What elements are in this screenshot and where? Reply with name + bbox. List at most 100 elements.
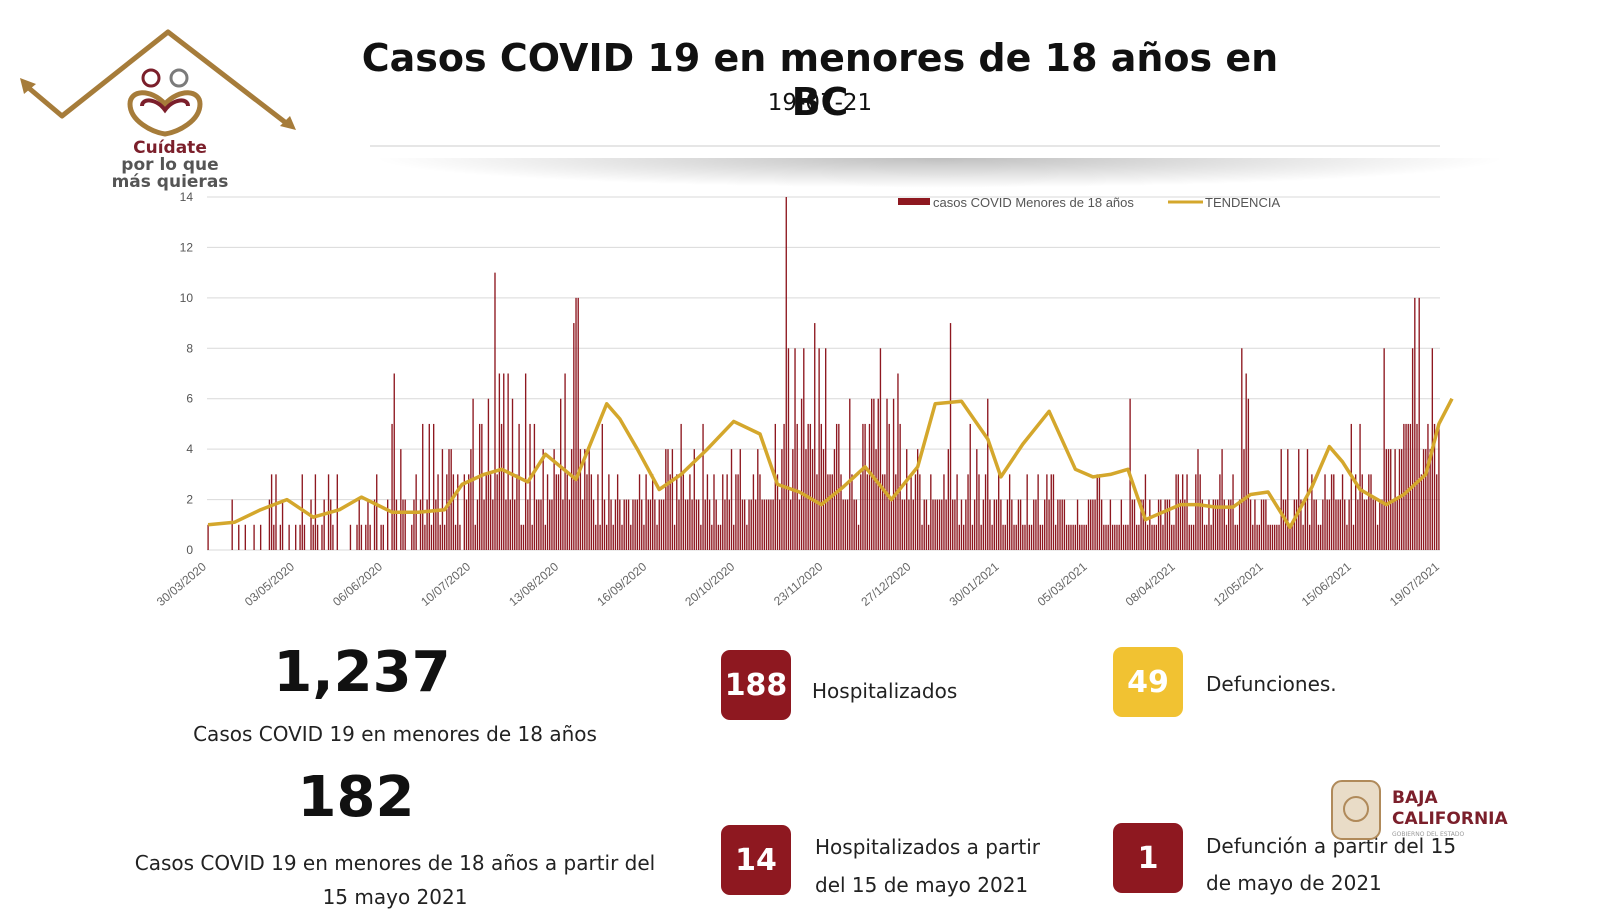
logo-figure-head-right-icon bbox=[169, 68, 189, 88]
bar bbox=[1357, 499, 1359, 550]
since-may-cases-number: 182 bbox=[297, 765, 415, 830]
bar bbox=[1171, 524, 1173, 550]
bar bbox=[750, 499, 752, 550]
bar bbox=[1072, 524, 1074, 550]
bar bbox=[573, 323, 575, 550]
bar bbox=[1313, 499, 1315, 550]
bar bbox=[792, 449, 794, 550]
bar bbox=[275, 474, 277, 550]
since-may-cases-label-line2: 15 mayo 2021 bbox=[322, 885, 468, 909]
bar bbox=[540, 499, 542, 550]
bar bbox=[1339, 499, 1342, 550]
bar bbox=[785, 197, 787, 550]
bar bbox=[1048, 499, 1050, 550]
bar bbox=[695, 499, 698, 550]
bar bbox=[1065, 524, 1068, 550]
y-tick-label: 6 bbox=[186, 392, 193, 406]
bar bbox=[1212, 499, 1215, 550]
bar bbox=[923, 499, 925, 550]
bar bbox=[772, 499, 774, 550]
bar bbox=[207, 524, 209, 550]
legend-bar-label: casos COVID Menores de 18 años bbox=[933, 195, 1134, 210]
bar bbox=[1138, 524, 1140, 550]
bar bbox=[485, 474, 487, 550]
bar bbox=[1414, 297, 1416, 550]
bar bbox=[1100, 499, 1103, 550]
bar bbox=[529, 423, 531, 550]
bar bbox=[1061, 499, 1063, 550]
bar bbox=[706, 474, 709, 550]
bar bbox=[735, 474, 737, 550]
total-cases-label: Casos COVID 19 en menores de 18 años bbox=[193, 722, 597, 746]
logo-arrow-right-icon bbox=[280, 116, 296, 130]
bar bbox=[295, 524, 297, 550]
bar bbox=[1109, 499, 1112, 550]
bar bbox=[1260, 499, 1263, 550]
bar bbox=[588, 449, 590, 550]
bar bbox=[555, 474, 557, 550]
bar bbox=[584, 449, 586, 550]
bar bbox=[1120, 499, 1123, 550]
bar bbox=[1418, 297, 1420, 550]
bar bbox=[312, 524, 314, 550]
bar bbox=[627, 499, 630, 550]
bar bbox=[1087, 499, 1090, 550]
bar bbox=[1245, 373, 1247, 550]
bar bbox=[1151, 524, 1153, 550]
deaths-label: Defunciones. bbox=[1206, 672, 1337, 696]
bar bbox=[391, 423, 393, 550]
bar bbox=[645, 474, 647, 550]
bar bbox=[579, 449, 582, 550]
bar bbox=[303, 524, 306, 550]
bar bbox=[1070, 524, 1072, 550]
baja-california-logo: BAJA CALIFORNIA GOBIERNO DEL ESTADO bbox=[1331, 780, 1508, 840]
bar bbox=[1118, 524, 1120, 550]
bar bbox=[752, 474, 755, 550]
bar bbox=[1300, 499, 1302, 550]
bar bbox=[1392, 499, 1394, 550]
bar bbox=[1403, 423, 1405, 550]
bar bbox=[1346, 524, 1348, 550]
bar bbox=[625, 499, 628, 550]
x-tick-label: 06/06/2020 bbox=[330, 559, 385, 609]
bar bbox=[542, 449, 544, 550]
bar bbox=[1181, 474, 1184, 550]
bar bbox=[1282, 499, 1285, 550]
bar bbox=[1425, 449, 1427, 550]
bar bbox=[358, 499, 360, 550]
bar bbox=[1024, 524, 1026, 550]
bar bbox=[888, 423, 890, 550]
bar bbox=[509, 499, 512, 550]
bar bbox=[533, 423, 536, 550]
bar bbox=[754, 499, 757, 550]
bar bbox=[1263, 499, 1265, 550]
bar bbox=[998, 474, 1000, 550]
bar bbox=[1352, 524, 1355, 550]
bar bbox=[912, 499, 914, 550]
bar bbox=[1111, 524, 1114, 550]
bar bbox=[1033, 499, 1035, 550]
bar bbox=[1059, 499, 1061, 550]
bar bbox=[1247, 398, 1250, 550]
logo-heart-inner-icon bbox=[140, 98, 190, 114]
bar bbox=[665, 449, 667, 550]
bar bbox=[822, 449, 825, 550]
bar bbox=[925, 499, 928, 550]
bar bbox=[1076, 499, 1079, 550]
bar bbox=[1376, 524, 1379, 550]
bar bbox=[1278, 524, 1280, 550]
bar bbox=[1144, 474, 1147, 550]
hospitalized-label: Hospitalizados bbox=[812, 679, 958, 703]
bar bbox=[483, 499, 485, 550]
x-tick-label: 23/11/2020 bbox=[771, 559, 826, 608]
bar bbox=[1017, 499, 1020, 550]
bar bbox=[1227, 499, 1230, 550]
bar bbox=[557, 474, 560, 550]
bar bbox=[794, 348, 796, 550]
bar bbox=[1381, 499, 1383, 550]
bar bbox=[1157, 499, 1160, 550]
bar bbox=[1221, 449, 1223, 550]
bar bbox=[1309, 524, 1311, 550]
bar bbox=[1037, 474, 1039, 550]
bar bbox=[1241, 348, 1243, 550]
